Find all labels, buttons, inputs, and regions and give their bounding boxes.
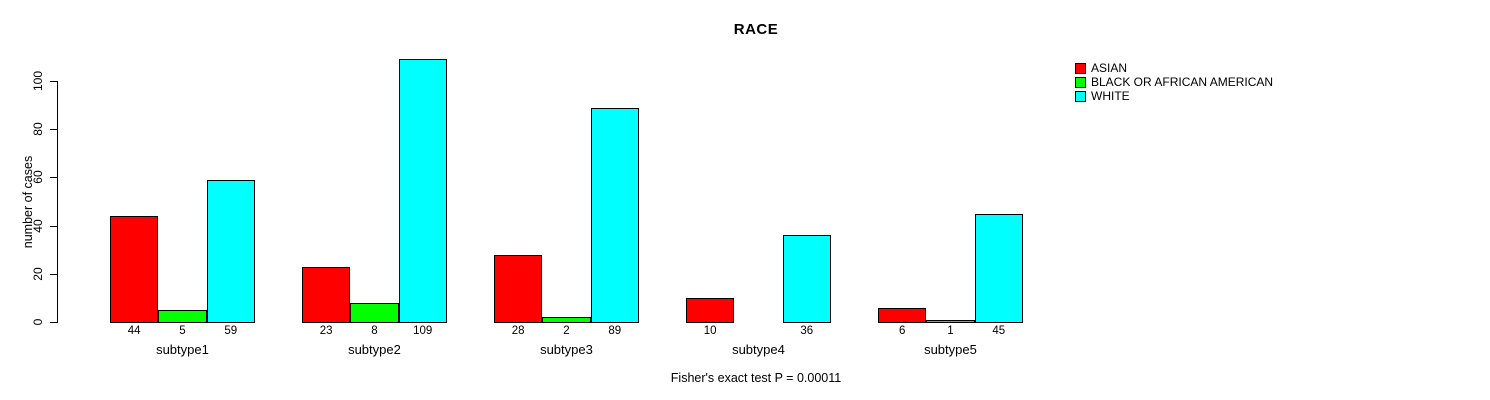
- bar-subtype3-asian: [494, 254, 543, 323]
- legend: ASIAN BLACK OR AFRICAN AMERICAN WHITE: [1075, 61, 1273, 103]
- bar-value-label: 36: [800, 325, 814, 337]
- bar-value-label: 23: [319, 325, 333, 337]
- bar-subtype5-white: [974, 213, 1023, 323]
- x-axis-category-label: subtype5: [924, 342, 977, 357]
- bar-value-label: 6: [898, 325, 906, 337]
- bar-subtype5-asian: [878, 307, 927, 323]
- bar-value-label: 1: [947, 325, 954, 337]
- legend-item-label: ASIAN: [1091, 61, 1128, 75]
- bar-subtype1-asian: [110, 215, 159, 323]
- bar-value-label: 44: [127, 325, 141, 337]
- y-axis-tick: [50, 81, 57, 82]
- legend-swatch-icon: [1075, 90, 1086, 102]
- bar-value-label: 2: [563, 325, 570, 337]
- legend-swatch-icon: [1075, 62, 1086, 74]
- bar-value-label: 5: [179, 325, 186, 337]
- legend-item-label: WHITE: [1091, 89, 1130, 103]
- bar-value-label: 89: [608, 325, 622, 337]
- legend-item: BLACK OR AFRICAN AMERICAN: [1075, 75, 1273, 89]
- bar-value-label: 109: [413, 325, 433, 337]
- legend-item-label: BLACK OR AFRICAN AMERICAN: [1091, 75, 1274, 89]
- bar-subtype2-black-or-african-american: [350, 302, 399, 323]
- y-axis-tick-label: 100: [31, 70, 45, 92]
- bar-subtype4-white: [782, 235, 831, 323]
- bar-subtype1-white: [206, 179, 255, 323]
- y-axis-tick: [50, 225, 57, 227]
- bar-subtype2-white: [398, 59, 447, 323]
- y-axis-tick: [50, 273, 57, 275]
- bar-value-label: 28: [511, 325, 525, 337]
- x-axis-category-label: subtype3: [540, 342, 593, 357]
- chart-title: RACE: [733, 21, 779, 38]
- y-axis-tick: [50, 177, 57, 179]
- bar-subtype5-black-or-african-american: [926, 319, 975, 323]
- bar-subtype3-black-or-african-american: [542, 317, 591, 323]
- x-axis-category-label: subtype2: [348, 342, 401, 357]
- x-axis-category-label: subtype4: [732, 342, 785, 357]
- y-axis-tick: [50, 322, 57, 323]
- footer-note: Fisher's exact test P = 0.00011: [670, 371, 842, 385]
- bar-value-label: 10: [703, 325, 717, 337]
- y-axis-tick: [50, 129, 57, 131]
- y-axis-line: [57, 81, 58, 323]
- bar-value-label: 45: [992, 325, 1006, 337]
- legend-swatch-icon: [1075, 76, 1086, 88]
- legend-item: ASIAN: [1075, 61, 1273, 75]
- bar-subtype2-asian: [302, 266, 351, 323]
- bar-subtype1-black-or-african-american: [158, 309, 207, 323]
- bar-value-label: 59: [224, 325, 238, 337]
- bar-subtype3-white: [590, 107, 639, 323]
- x-axis-category-label: subtype1: [156, 342, 209, 357]
- legend-item: WHITE: [1075, 89, 1273, 103]
- bar-value-label: 8: [371, 325, 378, 337]
- bar-subtype4-asian: [686, 297, 735, 323]
